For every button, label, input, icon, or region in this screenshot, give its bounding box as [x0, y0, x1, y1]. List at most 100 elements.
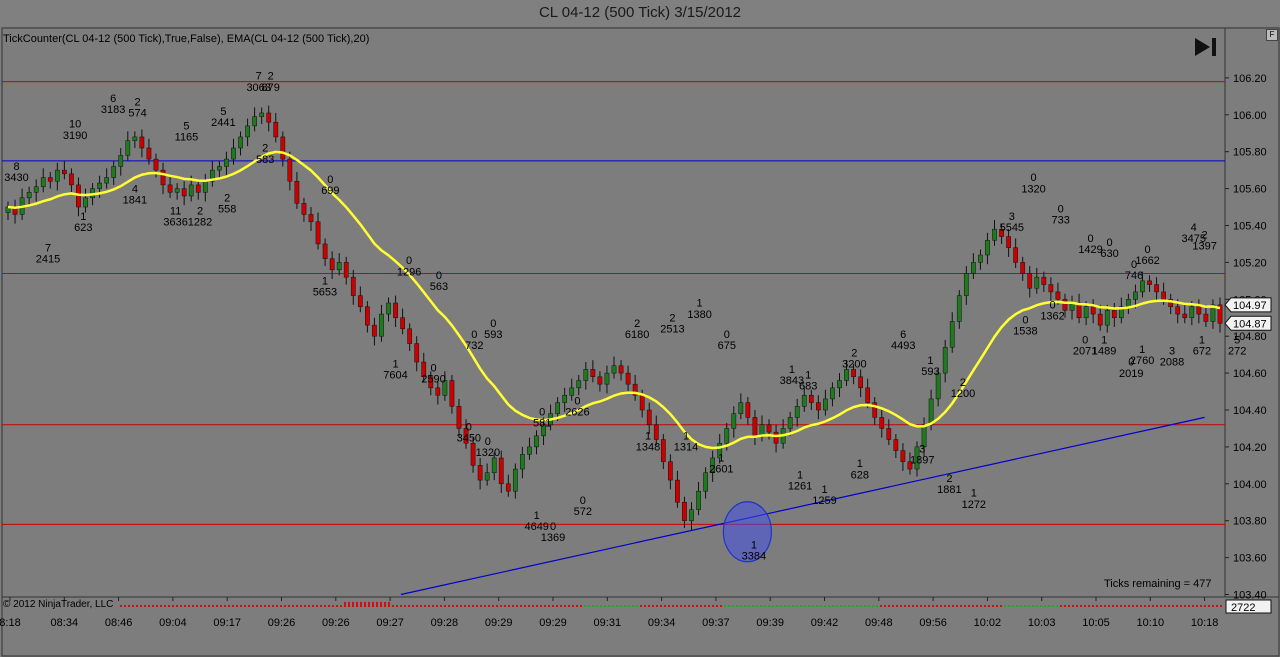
- go-to-end-icon[interactable]: [1193, 35, 1219, 59]
- volume-mark: [236, 605, 238, 607]
- volume-mark: [868, 605, 870, 607]
- candle: [167, 184, 173, 193]
- volume-mark: [960, 605, 962, 607]
- candle: [1027, 273, 1033, 289]
- volume-mark: [632, 605, 634, 607]
- candle: [231, 147, 236, 160]
- volume-mark: [608, 605, 610, 607]
- candle: [604, 372, 610, 385]
- volume-mark: [424, 605, 426, 607]
- volume-mark: [1012, 605, 1014, 607]
- volume-mark: [336, 605, 338, 607]
- volume-mark: [784, 605, 786, 607]
- tick-counter-label: 732: [465, 340, 483, 352]
- tick-counter-label: 4493: [891, 340, 915, 352]
- candle: [83, 197, 88, 208]
- volume-mark: [760, 605, 762, 607]
- volume-mark: [720, 605, 722, 607]
- tick-counter-label: 2: [135, 97, 141, 109]
- tick-counter-label: 3636: [163, 217, 187, 229]
- volume-mark: [1148, 605, 1150, 607]
- tick-counter-label: 1429: [1078, 244, 1102, 256]
- candle: [1147, 280, 1152, 285]
- candle: [660, 439, 666, 462]
- volume-mark: [260, 605, 262, 607]
- volume-mark: [332, 605, 334, 607]
- volume-mark: [1100, 605, 1102, 607]
- candle: [766, 424, 772, 433]
- tick-counter-label: 0: [539, 407, 545, 419]
- x-tick-label: 8:18: [0, 617, 21, 629]
- x-tick-label: 09:04: [159, 617, 187, 629]
- volume-mark: [680, 605, 682, 607]
- volume-mark: [540, 605, 542, 607]
- volume-mark: [1060, 605, 1062, 607]
- tick-counter-label: 1: [697, 298, 703, 310]
- candle: [731, 413, 737, 429]
- volume-mark: [1064, 605, 1066, 607]
- candle: [738, 402, 744, 414]
- tick-counter-label: 581: [533, 418, 551, 430]
- f-button[interactable]: F: [1266, 29, 1278, 41]
- volume-mark: [168, 605, 170, 607]
- volume-mark: [316, 605, 318, 607]
- volume-mark: [1004, 605, 1006, 607]
- volume-mark: [324, 605, 326, 607]
- tick-counter-label: 3063: [246, 82, 270, 94]
- volume-mark: [152, 605, 154, 607]
- volume-mark: [792, 605, 794, 607]
- tick-counter-label: 675: [718, 340, 736, 352]
- volume-mark: [700, 605, 702, 607]
- tick-counter-label: 3430: [4, 172, 28, 184]
- volume-mark: [284, 605, 286, 607]
- volume-mark: [376, 602, 378, 607]
- tick-counter-label: 1: [718, 453, 724, 465]
- tick-counter-label: 628: [851, 469, 869, 481]
- candle: [1013, 247, 1019, 263]
- candle: [111, 166, 117, 178]
- volume-mark: [432, 605, 434, 607]
- volume-mark: [1180, 605, 1182, 607]
- tick-counter-label: 1: [857, 458, 863, 470]
- volume-mark: [968, 605, 970, 607]
- tick-counter-label: 0: [1145, 244, 1151, 256]
- volume-mark: [172, 605, 174, 607]
- volume-mark: [1008, 605, 1010, 607]
- volume-mark: [196, 605, 198, 607]
- candle: [245, 125, 250, 138]
- candle: [1126, 299, 1131, 307]
- volume-mark: [1036, 605, 1038, 607]
- price-marker-label: 104.97: [1233, 300, 1267, 312]
- volume-mark: [980, 605, 982, 607]
- candle: [541, 424, 546, 437]
- volume-mark: [1168, 605, 1170, 607]
- tick-counter-label: 3183: [101, 104, 125, 116]
- tick-counter-label: 10: [69, 119, 81, 131]
- candle: [1140, 280, 1145, 293]
- volume-mark: [656, 605, 658, 607]
- tick-counter-label: 7604: [383, 370, 407, 382]
- volume-mark: [956, 605, 958, 607]
- candle: [287, 158, 293, 182]
- volume-mark: [668, 605, 670, 607]
- volume-mark: [436, 605, 438, 607]
- volume-mark: [1188, 605, 1190, 607]
- volume-mark: [216, 605, 218, 607]
- tick-counter-label: 1: [80, 211, 86, 223]
- candle: [555, 402, 560, 414]
- y-tick-label: 104.20: [1233, 442, 1267, 454]
- volume-mark: [704, 605, 706, 607]
- candle: [1161, 291, 1166, 300]
- tick-counter-label: 1380: [687, 309, 711, 321]
- candle: [1210, 304, 1216, 322]
- candle: [308, 214, 314, 223]
- volume-mark: [860, 605, 862, 607]
- x-tick-label: 09:29: [539, 617, 567, 629]
- candle: [865, 387, 871, 403]
- candle: [442, 380, 448, 396]
- tick-counter-label: 0: [327, 174, 333, 186]
- volume-mark: [660, 605, 662, 607]
- candle: [209, 169, 215, 182]
- tick-counter-label: 8: [13, 161, 19, 173]
